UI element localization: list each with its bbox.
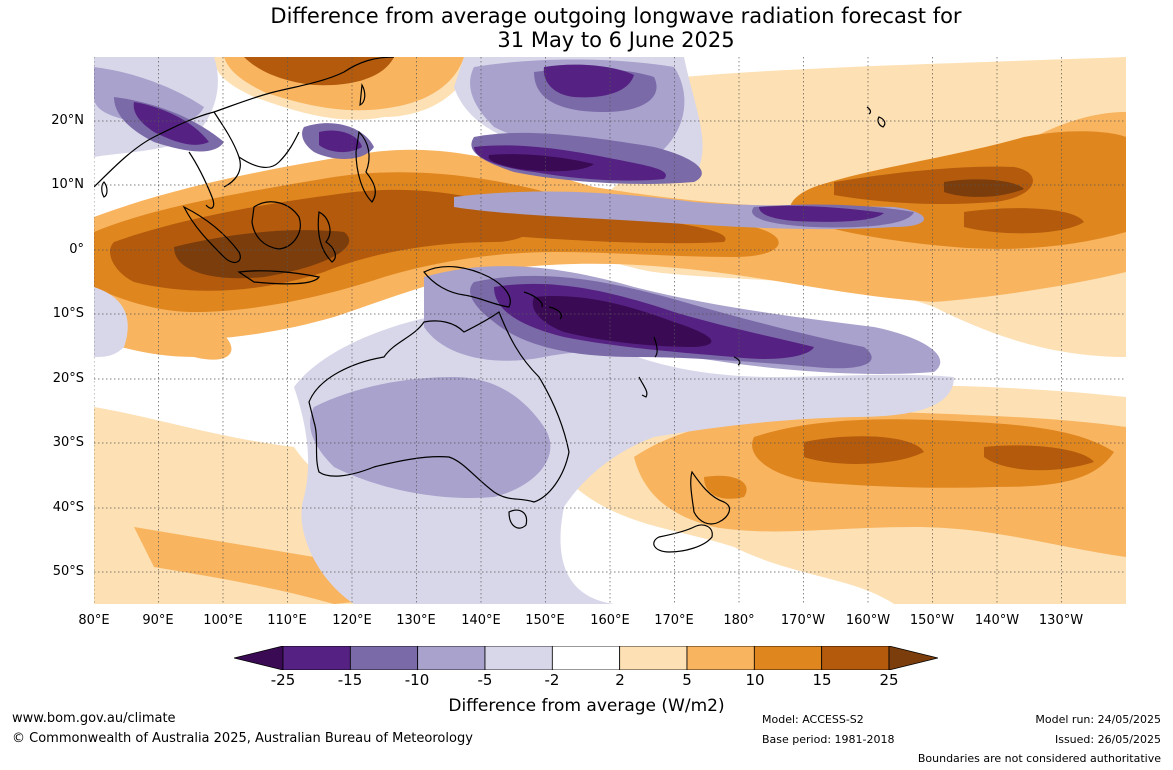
- colorbar-tick-15: 15: [812, 671, 832, 689]
- lon-label-110e: 110°E: [267, 613, 307, 628]
- borneo-outline: [251, 201, 301, 250]
- footer-model-run: Model run: 24/05/2025: [1035, 713, 1161, 726]
- lon-label-160w: 160°W: [845, 613, 891, 628]
- vanuatu-fiji-outline: [653, 336, 741, 366]
- colorbar-arrow-high: [888, 646, 938, 670]
- title-line-2: 31 May to 6 June 2025: [497, 28, 735, 52]
- footer-issued: Issued: 26/05/2025: [1054, 733, 1161, 746]
- lat-label-10s: 10°S: [52, 306, 84, 321]
- lon-label-120e: 120°E: [332, 613, 372, 628]
- asia-mainland-outline: [94, 57, 395, 188]
- colorbar-segment: [686, 646, 755, 670]
- philippines-outline: [355, 130, 376, 203]
- nz-north-outline: [690, 470, 731, 525]
- title-line-1: Difference from average outgoing longwav…: [270, 4, 962, 28]
- colorbar-tick-minus15: -15: [337, 671, 363, 689]
- java-outline: [237, 270, 320, 285]
- colorbar-tick-minus2: -2: [544, 671, 560, 689]
- lon-label-140e: 140°E: [461, 613, 501, 628]
- lon-label-150w: 150°W: [909, 613, 955, 628]
- taiwan-outline: [359, 83, 366, 107]
- colorbar-tick-minus10: -10: [404, 671, 430, 689]
- colorbar-tick-2: 2: [615, 671, 625, 689]
- australia-outline: [308, 311, 570, 503]
- footer-model: Model: ACCESS-S2: [762, 713, 864, 726]
- colorbar-segments: [234, 646, 938, 670]
- lat-label-30s: 30°S: [52, 435, 84, 450]
- colorbar-segment: [282, 646, 351, 670]
- lat-label-0: 0°: [69, 242, 84, 257]
- colorbar-segment: [619, 646, 688, 670]
- sumatra-outline: [182, 205, 241, 264]
- colorbar-tick-10: 10: [745, 671, 765, 689]
- hawaii-outline: [866, 106, 886, 128]
- colorbar-segment: [417, 646, 486, 670]
- negative-anomaly-fields: [94, 57, 954, 604]
- lat-label-10n: 10°N: [51, 177, 84, 192]
- colorbar-segment: [349, 646, 419, 670]
- colorbar-title: Difference from average (W/m2): [448, 696, 725, 716]
- lon-label-160e: 160°E: [590, 613, 630, 628]
- footer-disclaimer: Boundaries are not considered authoritat…: [917, 752, 1161, 765]
- lat-label-20n: 20°N: [51, 113, 84, 128]
- colorbar-segment: [821, 646, 890, 670]
- colorbar-tick-5: 5: [682, 671, 692, 689]
- new-guinea-outline: [423, 266, 511, 308]
- tasmania-outline: [508, 509, 528, 529]
- colorbar-segment: [551, 646, 621, 670]
- colorbar-tick-minus5: -5: [477, 671, 493, 689]
- colorbar-tick-minus25: -25: [270, 671, 296, 689]
- lat-label-20s: 20°S: [52, 371, 84, 386]
- colorbar-arrow-low: [234, 646, 284, 670]
- malay-peninsula-outline: [188, 151, 215, 209]
- chart-title: Difference from average outgoing longwav…: [0, 4, 1173, 52]
- colorbar-tick-25: 25: [879, 671, 899, 689]
- footer-base-period: Base period: 1981-2018: [762, 733, 895, 746]
- new-caledonia-outline: [638, 376, 648, 398]
- lon-label-170e: 170°E: [654, 613, 694, 628]
- lon-label-130w: 130°W: [1038, 613, 1084, 628]
- footer-url: www.bom.gov.au/climate: [12, 711, 176, 726]
- footer-copyright: © Commonwealth of Australia 2025, Austra…: [12, 731, 473, 746]
- lat-label-40s: 40°S: [52, 500, 84, 515]
- solomon-islands-outline: [523, 291, 562, 320]
- colorbar-segment: [753, 646, 823, 670]
- coastlines: [94, 57, 886, 553]
- lon-label-80e: 80°E: [78, 613, 110, 628]
- lon-label-90e: 90°E: [142, 613, 174, 628]
- sulawesi-outline: [317, 211, 336, 263]
- lon-label-100e: 100°E: [203, 613, 243, 628]
- lon-label-180: 180°: [723, 613, 755, 628]
- colorbar: [234, 646, 938, 670]
- lat-label-50s: 50°S: [52, 564, 84, 579]
- graticule: [94, 57, 1126, 604]
- olr-anomaly-map: [94, 57, 1126, 604]
- lon-label-170w: 170°W: [780, 613, 826, 628]
- colorbar-segment: [484, 646, 553, 670]
- lon-label-140w: 140°W: [974, 613, 1020, 628]
- lon-label-150e: 150°E: [525, 613, 565, 628]
- lon-label-130e: 130°E: [396, 613, 436, 628]
- sri-lanka-outline: [101, 181, 108, 198]
- map-svg: [94, 57, 1126, 604]
- nz-south-outline: [653, 524, 713, 553]
